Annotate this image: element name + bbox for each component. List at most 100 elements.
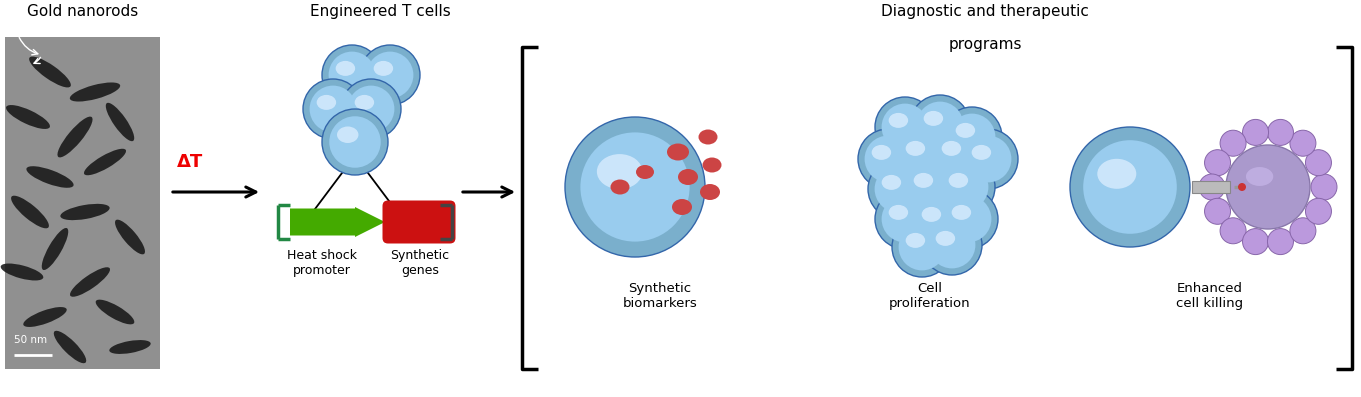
Ellipse shape [116, 220, 146, 254]
Circle shape [1290, 130, 1316, 156]
Ellipse shape [26, 166, 73, 188]
Ellipse shape [54, 331, 86, 363]
Ellipse shape [949, 173, 968, 188]
Circle shape [898, 224, 946, 270]
Circle shape [323, 45, 382, 105]
Circle shape [347, 86, 395, 133]
Ellipse shape [338, 127, 358, 143]
Ellipse shape [702, 158, 721, 173]
Ellipse shape [317, 95, 336, 110]
Circle shape [1243, 119, 1268, 145]
Text: Diagnostic and therapeutic: Diagnostic and therapeutic [881, 4, 1089, 19]
Ellipse shape [955, 123, 974, 138]
Circle shape [942, 107, 1002, 167]
Ellipse shape [924, 111, 943, 126]
Ellipse shape [69, 83, 120, 102]
Circle shape [361, 45, 421, 105]
Circle shape [342, 79, 401, 139]
Text: Synthetic
biomarkers: Synthetic biomarkers [622, 282, 697, 310]
Circle shape [1226, 145, 1311, 229]
FancyArrow shape [290, 207, 385, 237]
Circle shape [857, 129, 919, 189]
Circle shape [1204, 150, 1230, 176]
Text: Engineered T cells: Engineered T cells [309, 4, 450, 19]
Circle shape [868, 159, 928, 219]
Circle shape [366, 52, 414, 98]
Circle shape [1219, 130, 1247, 156]
Circle shape [900, 157, 960, 217]
Circle shape [916, 102, 964, 148]
Ellipse shape [889, 113, 908, 128]
Ellipse shape [972, 145, 991, 160]
Circle shape [1083, 140, 1177, 234]
Circle shape [949, 114, 995, 160]
Circle shape [958, 129, 1018, 189]
Circle shape [1267, 229, 1293, 254]
Circle shape [1070, 127, 1190, 247]
Text: Enhanced
cell killing: Enhanced cell killing [1176, 282, 1244, 310]
Ellipse shape [905, 233, 925, 248]
Circle shape [891, 217, 951, 277]
Circle shape [1243, 229, 1268, 254]
Circle shape [898, 131, 946, 178]
Text: Heat shock
promoter: Heat shock promoter [287, 249, 357, 277]
Circle shape [915, 198, 961, 245]
Circle shape [328, 52, 376, 98]
Ellipse shape [57, 117, 93, 158]
Circle shape [329, 116, 381, 168]
Circle shape [1305, 198, 1331, 224]
FancyBboxPatch shape [1192, 181, 1230, 193]
Ellipse shape [5, 105, 50, 129]
FancyBboxPatch shape [382, 200, 456, 243]
Circle shape [906, 164, 954, 210]
Ellipse shape [921, 207, 942, 222]
Ellipse shape [23, 307, 67, 327]
Circle shape [882, 104, 928, 150]
Circle shape [908, 191, 968, 251]
Circle shape [1311, 174, 1337, 200]
Text: Gold nanorods: Gold nanorods [27, 4, 139, 19]
Text: 50 nm: 50 nm [14, 335, 48, 345]
Ellipse shape [611, 179, 630, 195]
Ellipse shape [698, 129, 717, 145]
Ellipse shape [69, 267, 110, 297]
Circle shape [911, 95, 970, 155]
Circle shape [1290, 218, 1316, 244]
Ellipse shape [1097, 159, 1136, 189]
Ellipse shape [942, 141, 961, 156]
Circle shape [882, 196, 928, 243]
Ellipse shape [913, 173, 934, 188]
Ellipse shape [60, 204, 110, 220]
Circle shape [935, 131, 981, 178]
Text: ΔT: ΔT [177, 153, 203, 171]
Ellipse shape [336, 61, 355, 76]
Circle shape [921, 215, 983, 275]
Circle shape [323, 109, 388, 175]
Circle shape [565, 117, 705, 257]
Ellipse shape [889, 205, 908, 220]
Circle shape [945, 196, 991, 243]
Ellipse shape [106, 103, 135, 141]
Circle shape [935, 157, 995, 217]
Ellipse shape [905, 141, 925, 156]
Circle shape [1305, 150, 1331, 176]
Circle shape [965, 136, 1011, 182]
Ellipse shape [951, 205, 972, 220]
Circle shape [928, 125, 988, 185]
Ellipse shape [355, 95, 374, 110]
Circle shape [875, 166, 921, 212]
Text: Synthetic
genes: Synthetic genes [391, 249, 449, 277]
Ellipse shape [678, 169, 698, 185]
Ellipse shape [672, 199, 691, 215]
Circle shape [1199, 174, 1225, 200]
Text: programs: programs [949, 37, 1022, 52]
Circle shape [891, 125, 951, 185]
Ellipse shape [11, 196, 49, 228]
Circle shape [1239, 183, 1247, 191]
Circle shape [864, 136, 912, 182]
Ellipse shape [935, 231, 955, 246]
Circle shape [875, 189, 935, 249]
Ellipse shape [1, 264, 44, 280]
Circle shape [580, 133, 690, 242]
Circle shape [1267, 119, 1293, 145]
